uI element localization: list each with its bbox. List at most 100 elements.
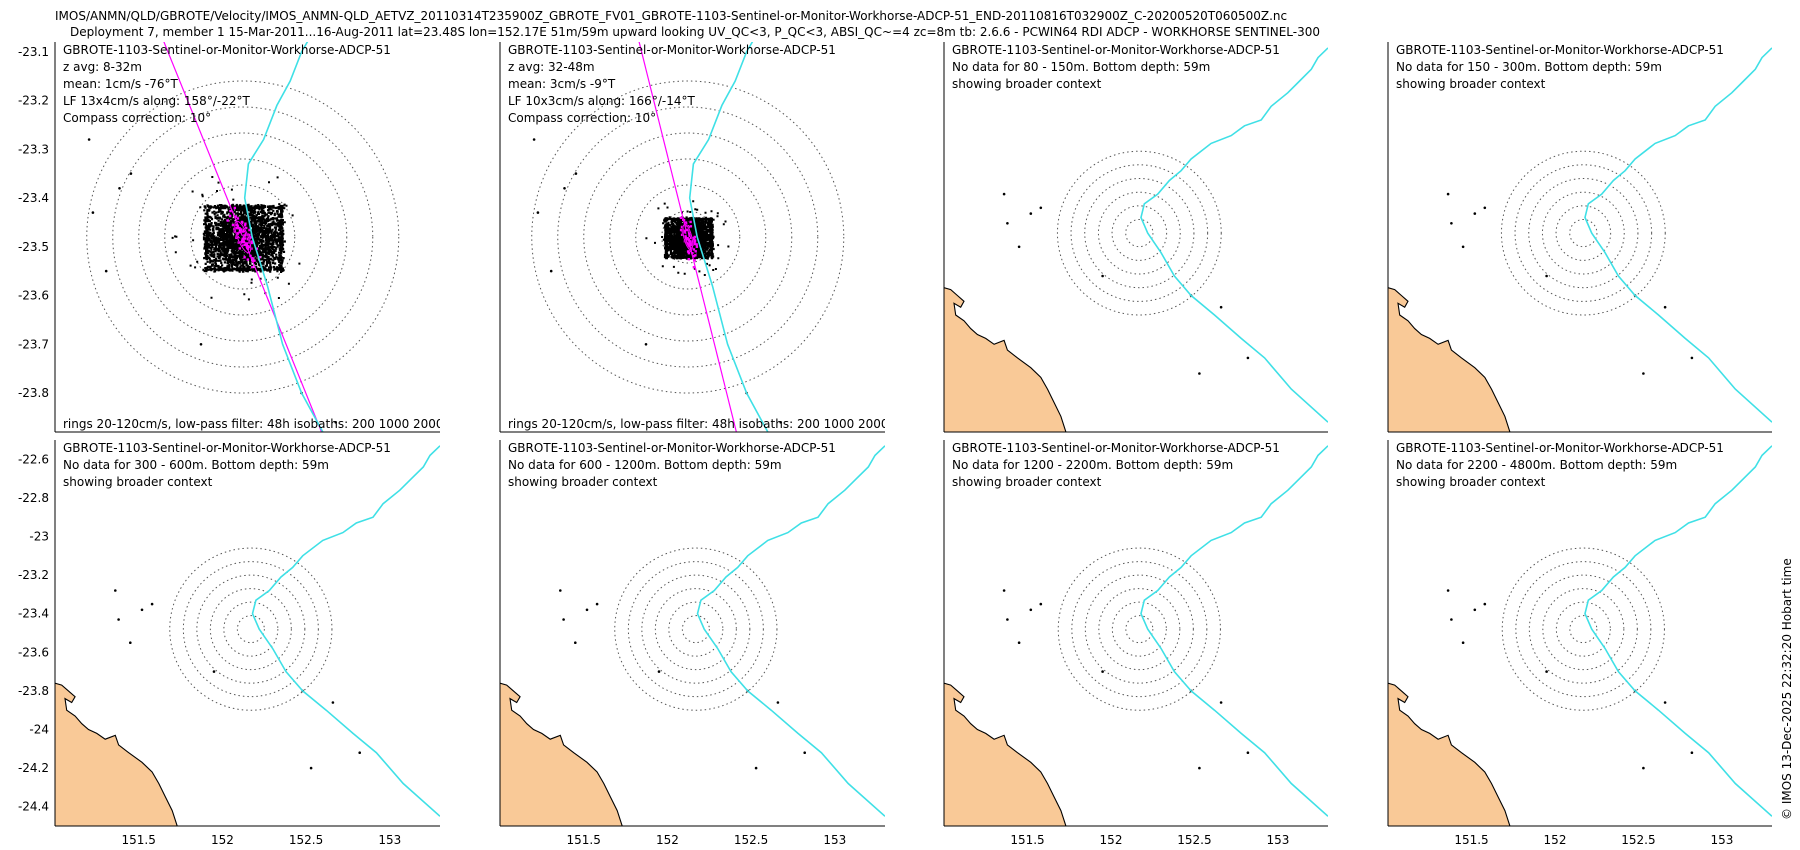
y-tick-label: -22.8 [18, 491, 49, 505]
y-tick-label: -23.4 [18, 191, 49, 205]
panel-info-line: LF 10x3cm/s along: 166°/-14°T [508, 94, 695, 108]
island-marker [585, 608, 589, 612]
island-marker [358, 751, 362, 754]
island-marker [87, 138, 91, 141]
panel-info-line: No data for 600 - 1200m. Bottom depth: 5… [508, 458, 782, 472]
panel-info-line: No data for 1200 - 2200m. Bottom depth: … [952, 458, 1233, 472]
y-tick-label: -23.5 [18, 240, 49, 254]
y-tick-label: -23.6 [18, 289, 49, 303]
panel-info-line: showing broader context [63, 475, 213, 489]
timestamp-stamp: © IMOS 13-Dec-2025 22:32:20 Hobart time [1780, 558, 1794, 820]
island-marker [1642, 766, 1645, 770]
speed-ring [1084, 574, 1194, 684]
speed-ring [1569, 615, 1598, 644]
panel-title: GBROTE-1103-Sentinel-or-Monitor-Workhors… [1396, 441, 1724, 455]
panel-info-line: showing broader context [1396, 77, 1546, 91]
speed-ring [531, 80, 845, 394]
island-marker [129, 641, 132, 644]
speed-ring [1555, 601, 1611, 657]
panel-5: GBROTE-1103-Sentinel-or-Monitor-Workhors… [18, 440, 440, 847]
speed-ring [583, 132, 793, 342]
speed-ring [196, 574, 306, 684]
speed-ring [1125, 219, 1154, 248]
speed-ring [1542, 588, 1625, 671]
island-marker [1101, 670, 1104, 673]
panel-6: GBROTE-1103-Sentinel-or-Monitor-Workhors… [499, 440, 885, 847]
island-marker [114, 589, 117, 592]
panel-info-line: No data for 300 - 600m. Bottom depth: 59… [63, 458, 329, 472]
panel-info-line: No data for 2200 - 4800m. Bottom depth: … [1396, 458, 1677, 472]
speed-ring [1501, 547, 1665, 711]
island-marker [1663, 701, 1667, 704]
x-tick-label: 151.5 [1010, 833, 1044, 847]
x-tick-label: 153 [823, 833, 846, 847]
isobath-200m [1584, 445, 1772, 817]
island-marker [1446, 589, 1450, 592]
panel-info-line: showing broader context [952, 475, 1102, 489]
speed-ring [223, 601, 279, 657]
speed-ring [1569, 219, 1598, 248]
land-mass [1388, 682, 1511, 826]
island-marker [562, 618, 565, 621]
panel-grid: GBROTE-1103-Sentinel-or-Monitor-Workhors… [18, 42, 1772, 847]
land-mass [944, 287, 1067, 432]
y-tick-label: -24 [29, 723, 49, 737]
panel-info-line: z avg: 32-48m [508, 60, 595, 74]
island-marker [536, 211, 540, 214]
speed-ring [169, 547, 333, 711]
panel-footnote: rings 20-120cm/s, low-pass filter: 48h i… [63, 417, 478, 431]
panel-2: GBROTE-1103-Sentinel-or-Monitor-Workhors… [499, 42, 923, 551]
land-mass [1388, 287, 1511, 432]
x-tick-label: 152.5 [734, 833, 768, 847]
x-tick-label: 152 [656, 833, 679, 847]
panel-7: GBROTE-1103-Sentinel-or-Monitor-Workhors… [943, 440, 1328, 847]
speed-ring [1070, 164, 1209, 302]
island-marker [754, 766, 758, 770]
island-marker [1545, 670, 1548, 673]
island-marker [212, 670, 216, 673]
speed-ring [681, 615, 710, 644]
island-marker [1690, 356, 1694, 360]
island-marker [1450, 222, 1453, 225]
island-marker [117, 618, 120, 621]
y-tick-label: -23.3 [18, 142, 49, 156]
island-marker [549, 269, 553, 273]
panel-footnote: rings 20-120cm/s, low-pass filter: 48h i… [508, 417, 923, 431]
panel-info-line: mean: 1cm/s -76°T [63, 77, 179, 91]
panel-info-line: showing broader context [1396, 475, 1546, 489]
isobath-200m [1140, 47, 1328, 423]
island-marker [1461, 245, 1465, 249]
island-marker [1039, 602, 1043, 606]
speed-ring [138, 132, 348, 342]
speed-ring [635, 184, 741, 290]
island-marker [1039, 206, 1043, 210]
island-marker [776, 701, 780, 704]
x-tick-label: 152.5 [1177, 833, 1211, 847]
panel-4: GBROTE-1103-Sentinel-or-Monitor-Workhors… [1387, 42, 1772, 433]
island-marker [644, 343, 648, 346]
island-marker [595, 602, 599, 606]
panel-info-line: No data for 150 - 300m. Bottom depth: 59… [1396, 60, 1662, 74]
island-marker [1246, 356, 1250, 360]
island-marker [1002, 589, 1006, 592]
panel-info-line: LF 13x4cm/s along: 158°/-22°T [63, 94, 250, 108]
y-tick-label: -23.2 [18, 94, 49, 108]
panel-title: GBROTE-1103-Sentinel-or-Monitor-Workhors… [508, 441, 836, 455]
x-tick-label: 151.5 [567, 833, 601, 847]
y-tick-label: -24.4 [18, 800, 49, 814]
x-tick-label: 152 [211, 833, 234, 847]
island-marker [129, 172, 133, 175]
x-tick-label: 152.5 [289, 833, 323, 847]
panel-info-line: showing broader context [508, 475, 658, 489]
island-marker [779, 421, 782, 424]
mean-vector [238, 235, 243, 238]
speed-ring [190, 184, 296, 290]
isobath-200m [251, 445, 440, 817]
panel-3: GBROTE-1103-Sentinel-or-Monitor-Workhors… [943, 42, 1328, 433]
island-marker [574, 641, 577, 644]
island-marker [810, 548, 813, 551]
speed-ring [1084, 178, 1195, 289]
speed-ring [641, 574, 751, 684]
file-path-title: IMOS/ANMN/QLD/GBROTE/Velocity/IMOS_ANMN-… [55, 9, 1287, 23]
speed-ring [182, 561, 319, 698]
